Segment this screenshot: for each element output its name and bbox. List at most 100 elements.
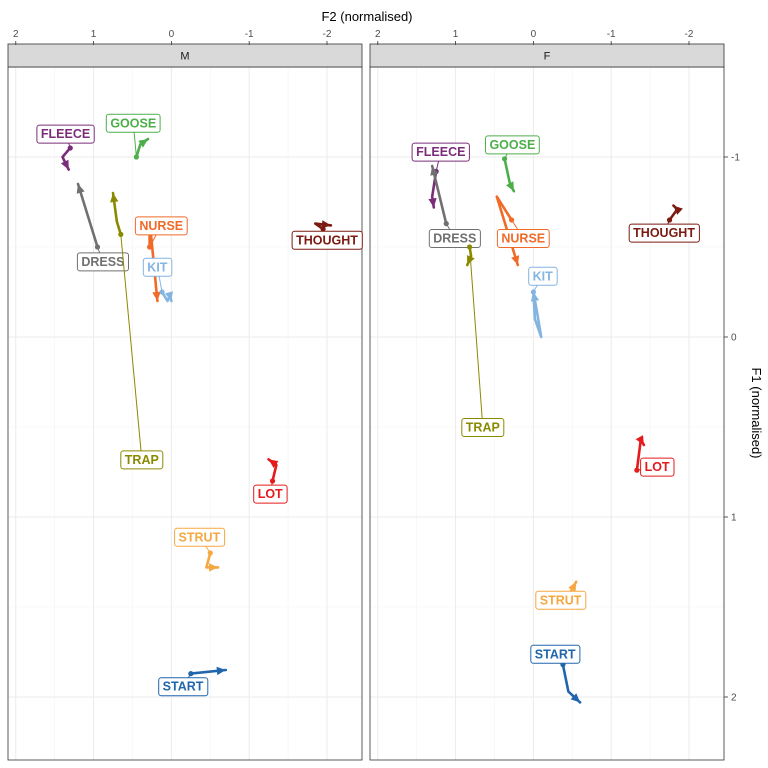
trajectory-start-thought	[666, 217, 673, 223]
vowel-label-thought: THOUGHT	[296, 233, 358, 247]
vowel-label-goose: GOOSE	[110, 116, 156, 130]
trajectory-strut: STRUT	[174, 527, 226, 572]
trajectory-dress: DRESS	[428, 164, 481, 248]
facet-strip-label: M	[180, 51, 189, 63]
trajectory-trap: TRAP	[110, 191, 164, 470]
vowel-label-box-fleece	[36, 124, 95, 144]
trajectory-arrow-trap	[467, 255, 475, 265]
trajectory-thought: THOUGHT	[628, 204, 700, 243]
vowel-label-lot: LOT	[645, 460, 670, 474]
vowel-label-box-trap	[120, 450, 164, 470]
trajectory-start: START	[158, 666, 228, 697]
trajectory-strut: STRUT	[535, 580, 587, 610]
vowel-label-start: START	[535, 647, 576, 661]
trajectory-arrow-kit	[530, 292, 540, 302]
trajectory-arrow-kit	[164, 291, 173, 301]
trajectory-arrow-nurse	[511, 255, 520, 265]
vowel-label-start: START	[163, 680, 204, 694]
trajectory-start: START	[530, 644, 582, 704]
vowel-label-box-nurse	[496, 229, 550, 248]
trajectory-start-nurse	[509, 217, 515, 223]
trajectory-start-kit	[159, 289, 165, 295]
trajectory-start-goose	[133, 154, 139, 160]
vowel-label-box-dress	[76, 252, 129, 272]
vowel-label-thought: THOUGHT	[633, 226, 695, 240]
trajectory-arrow-nurse	[152, 291, 161, 301]
trajectory-dress: DRESS	[76, 182, 129, 272]
trajectory-arrow-lot	[268, 459, 279, 468]
trajectory-arrow-thought	[673, 205, 683, 215]
vowel-label-nurse: NURSE	[501, 232, 545, 246]
y-axis-title: F1 (normalised)	[749, 367, 764, 458]
y-tick-label: 0	[731, 333, 737, 344]
vowel-label-box-fleece	[411, 142, 470, 162]
vowel-label-box-kit	[528, 266, 558, 286]
trajectory-arrow-strut	[209, 563, 219, 572]
y-tick-label: -1	[731, 153, 740, 164]
x-tick-label: 1	[91, 29, 97, 40]
trajectory-path-dress	[76, 182, 99, 249]
trajectory-arrow-fleece	[428, 197, 437, 208]
x-tick-label: -2	[685, 29, 694, 40]
trajectory-fleece: FLEECE	[36, 124, 95, 171]
vowel-label-kit: KIT	[533, 269, 554, 283]
label-leader	[120, 234, 143, 460]
trajectory-arrow-thought	[321, 220, 331, 229]
x-axis-title: F2 (normalised)	[321, 9, 412, 24]
vowel-label-dress: DRESS	[433, 232, 476, 246]
trajectory-arrow-lot	[635, 435, 644, 445]
vowel-label-lot: LOT	[258, 487, 283, 501]
trajectory-start-nurse	[147, 244, 153, 250]
vowel-label-fleece: FLEECE	[416, 145, 465, 159]
vowel-label-trap: TRAP	[125, 453, 159, 467]
trajectory-arrow-goose	[138, 139, 148, 148]
trajectory-arrow-start	[570, 693, 581, 703]
vowel-label-box-thought	[628, 223, 700, 243]
vowel-label-box-thought	[291, 230, 363, 250]
trajectory-goose: GOOSE	[485, 135, 540, 193]
trajectory-trap: TRAP	[461, 244, 505, 437]
trajectory-start-goose	[501, 156, 508, 162]
trajectory-arrow-start	[216, 666, 226, 676]
trajectory-start-fleece	[67, 145, 73, 151]
panel-border	[7, 66, 363, 761]
vowel-label-box-nurse	[134, 216, 188, 236]
trajectory-start-lot	[634, 467, 640, 473]
label-leader	[469, 246, 484, 428]
vowel-label-box-lot	[253, 484, 288, 504]
trajectory-path-trap	[111, 191, 123, 236]
x-tick-label: -1	[607, 29, 616, 40]
y-tick-label: 1	[731, 513, 737, 524]
trajectory-start-trap	[466, 244, 473, 250]
vowel-label-box-goose	[485, 135, 540, 155]
y-tick-label: 2	[731, 693, 737, 704]
trajectory-start-start	[188, 671, 194, 677]
vowel-label-fleece: FLEECE	[41, 127, 90, 141]
trajectory-lot: LOT	[634, 435, 675, 477]
trajectory-kit: KIT	[142, 257, 173, 303]
facet-panel-F: F 2 1 0 -1 -2 -1 0 1 2 FLEECE GOOSE DRESS NURSE KIT THO…	[369, 29, 740, 761]
x-tick-label: 2	[375, 29, 381, 40]
trajectory-arrow-dress	[430, 166, 439, 176]
trajectory-thought: THOUGHT	[291, 220, 363, 250]
x-tick-label: 0	[169, 29, 175, 40]
trajectory-nurse: NURSE	[134, 216, 188, 303]
trajectory-start-strut	[207, 550, 213, 556]
trajectory-arrow-fleece	[60, 159, 69, 170]
facet-strip	[369, 43, 725, 68]
trajectory-arrow-dress	[76, 184, 85, 194]
trajectory-goose: GOOSE	[105, 113, 161, 160]
x-tick-label: -2	[323, 29, 332, 40]
trajectory-start-lot	[269, 478, 276, 484]
vowel-label-box-lot	[640, 457, 675, 477]
trajectory-start-kit	[530, 289, 536, 295]
vowel-label-box-dress	[428, 229, 481, 248]
vowel-label-nurse: NURSE	[139, 219, 183, 233]
trajectory-fleece: FLEECE	[411, 142, 470, 209]
trajectory-arrow-strut	[568, 581, 577, 592]
vowel-label-box-goose	[105, 113, 161, 133]
x-tick-label: 0	[531, 29, 537, 40]
facet-strip-label: F	[544, 51, 551, 63]
trajectory-arrow-goose	[506, 181, 514, 192]
